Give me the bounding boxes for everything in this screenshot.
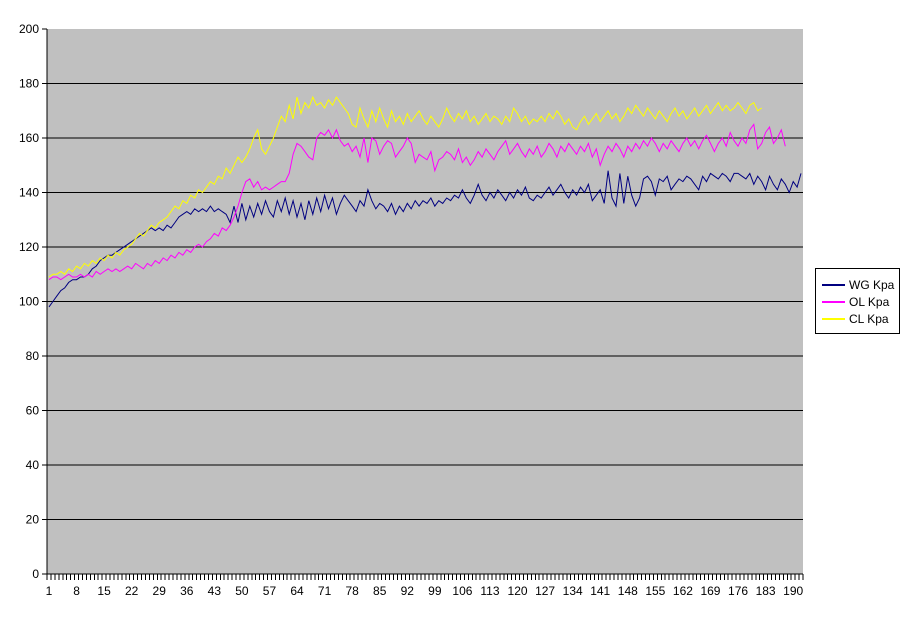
- x-axis-label-113: 113: [480, 584, 499, 598]
- series-line-ol-kpa: [48, 123, 786, 281]
- legend-line-sample-ol-kpa: [822, 300, 845, 303]
- y-axis-label-20: 20: [26, 513, 40, 527]
- x-axis-label-183: 183: [756, 584, 776, 598]
- y-axis-label-160: 160: [19, 131, 39, 145]
- y-axis-label-180: 180: [19, 77, 39, 91]
- series-line-cl-kpa: [48, 95, 762, 278]
- legend: WG Kpa OL Kpa CL Kpa: [815, 268, 900, 334]
- x-axis-label-134: 134: [563, 584, 583, 598]
- x-axis-label-176: 176: [728, 584, 748, 598]
- x-axis-label-1: 1: [46, 584, 53, 598]
- x-axis-label-85: 85: [373, 584, 387, 598]
- x-axis-label-148: 148: [618, 584, 638, 598]
- x-axis-label-141: 141: [590, 584, 610, 598]
- x-axis-label-162: 162: [673, 584, 693, 598]
- x-axis-label-50: 50: [235, 584, 249, 598]
- y-axis-label-140: 140: [19, 186, 39, 200]
- y-axis-label-60: 60: [26, 404, 40, 418]
- y-axis-label-40: 40: [26, 458, 40, 472]
- y-axis-label-100: 100: [19, 295, 39, 309]
- x-axis-label-106: 106: [452, 584, 472, 598]
- x-axis-label-36: 36: [180, 584, 194, 598]
- x-axis-label-15: 15: [97, 584, 111, 598]
- y-axis-label-80: 80: [26, 349, 40, 363]
- x-axis-label-71: 71: [318, 584, 332, 598]
- x-axis-label-8: 8: [73, 584, 80, 598]
- legend-line-sample-wg-kpa: [822, 283, 845, 286]
- x-axis-label-99: 99: [428, 584, 442, 598]
- x-axis-label-78: 78: [345, 584, 359, 598]
- x-axis-label-127: 127: [535, 584, 555, 598]
- legend-item-ol-kpa: OL Kpa: [822, 293, 895, 310]
- x-axis-label-190: 190: [783, 584, 803, 598]
- x-axis-label-29: 29: [153, 584, 167, 598]
- y-axis-label-200: 200: [19, 22, 39, 36]
- series-line-wg-kpa: [48, 170, 802, 308]
- legend-label-ol-kpa: OL Kpa: [849, 294, 890, 309]
- legend-item-cl-kpa: CL Kpa: [822, 310, 895, 327]
- x-axis-label-64: 64: [290, 584, 304, 598]
- x-axis-label-57: 57: [263, 584, 277, 598]
- legend-item-wg-kpa: WG Kpa: [822, 276, 895, 293]
- x-axis-label-169: 169: [700, 584, 720, 598]
- x-axis-label-155: 155: [645, 584, 665, 598]
- y-axis-label-120: 120: [19, 240, 39, 254]
- legend-line-sample-cl-kpa: [822, 317, 845, 320]
- x-axis-label-22: 22: [125, 584, 139, 598]
- y-axis-label-0: 0: [32, 567, 39, 581]
- legend-label-cl-kpa: CL Kpa: [849, 311, 889, 326]
- x-axis-label-120: 120: [508, 584, 528, 598]
- legend-label-wg-kpa: WG Kpa: [849, 277, 895, 292]
- x-axis-label-92: 92: [401, 584, 415, 598]
- x-axis-label-43: 43: [208, 584, 222, 598]
